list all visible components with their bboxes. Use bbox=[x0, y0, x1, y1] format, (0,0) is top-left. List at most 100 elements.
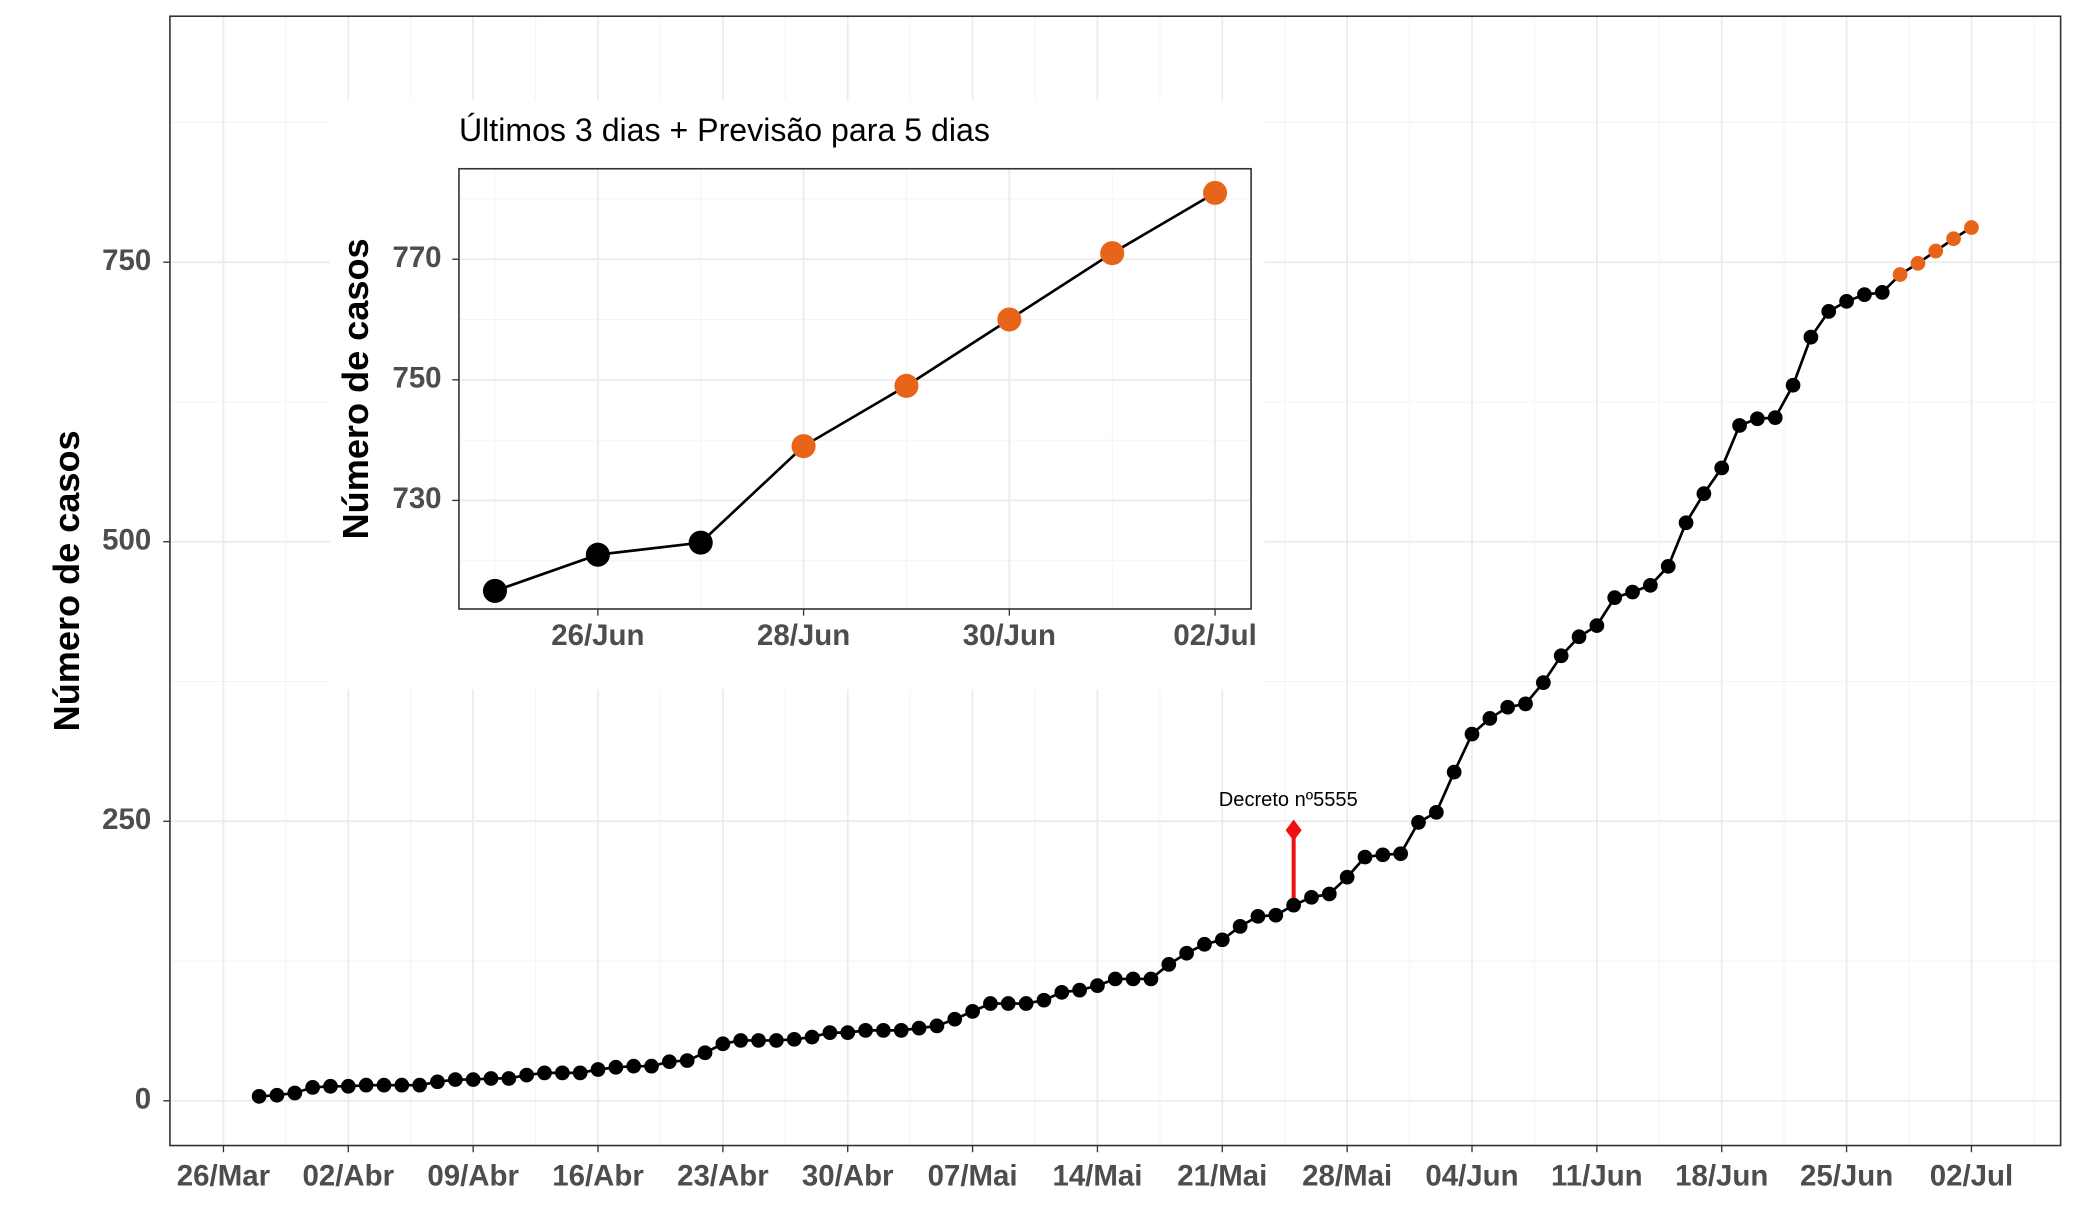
data-point bbox=[929, 1018, 945, 1034]
data-point bbox=[1143, 971, 1159, 987]
x-tick-label: 16/Abr bbox=[552, 1159, 644, 1192]
data-point bbox=[1036, 992, 1052, 1008]
panel-border bbox=[458, 167, 1252, 610]
data-point bbox=[1000, 996, 1016, 1011]
data-point bbox=[1107, 971, 1123, 987]
x-tick-label: 28/Jun bbox=[757, 619, 850, 652]
data-point bbox=[1928, 243, 1944, 259]
data-point bbox=[751, 1033, 766, 1048]
data-point bbox=[1803, 329, 1819, 345]
data-point bbox=[1268, 907, 1284, 923]
data-point bbox=[269, 1087, 285, 1103]
data-point bbox=[323, 1078, 338, 1094]
data-point bbox=[1625, 584, 1640, 600]
data-point bbox=[688, 530, 713, 555]
data-point bbox=[1750, 411, 1765, 427]
data-point bbox=[1286, 897, 1302, 913]
data-point bbox=[1375, 847, 1391, 863]
data-point bbox=[715, 1036, 731, 1052]
data-point bbox=[1571, 629, 1587, 645]
data-point bbox=[1892, 267, 1908, 282]
y-axis-title: Número de casos bbox=[46, 430, 87, 731]
x-tick-label: 04/Jun bbox=[1425, 1159, 1518, 1192]
data-point bbox=[501, 1071, 517, 1086]
data-point bbox=[465, 1072, 481, 1087]
data-point bbox=[585, 542, 610, 567]
data-point bbox=[1696, 486, 1712, 502]
data-point bbox=[911, 1020, 927, 1036]
data-point bbox=[1179, 945, 1194, 961]
data-point bbox=[1874, 285, 1890, 300]
data-point bbox=[626, 1058, 642, 1074]
data-point bbox=[1553, 648, 1569, 664]
data-point bbox=[340, 1078, 356, 1094]
data-point bbox=[483, 1071, 499, 1086]
data-point bbox=[1100, 241, 1125, 266]
y-tick-label: 500 bbox=[102, 524, 151, 557]
data-point bbox=[947, 1011, 963, 1027]
data-point bbox=[1910, 255, 1926, 271]
y-tick-label: 730 bbox=[392, 482, 441, 515]
data-point bbox=[1321, 886, 1337, 902]
data-point bbox=[1428, 804, 1444, 820]
data-point bbox=[1339, 869, 1355, 885]
x-tick-label: 28/Mai bbox=[1302, 1159, 1392, 1192]
data-point bbox=[554, 1065, 570, 1081]
y-tick-label: 0 bbox=[135, 1083, 151, 1116]
data-point bbox=[1161, 957, 1177, 972]
data-point bbox=[1090, 978, 1105, 994]
data-point bbox=[1785, 377, 1801, 393]
data-point bbox=[1482, 711, 1498, 726]
data-point bbox=[769, 1033, 784, 1048]
data-point bbox=[894, 373, 919, 398]
data-point bbox=[1767, 410, 1783, 425]
data-point bbox=[1203, 180, 1228, 205]
x-tick-label: 02/Jul bbox=[1930, 1159, 2013, 1192]
data-point bbox=[1714, 460, 1730, 476]
data-point bbox=[519, 1067, 535, 1083]
x-tick-label: 25/Jun bbox=[1800, 1159, 1893, 1192]
y-axis-title: Número de casos bbox=[335, 238, 376, 539]
data-point bbox=[804, 1029, 820, 1045]
x-tick-label: 23/Abr bbox=[677, 1159, 769, 1192]
data-point bbox=[822, 1025, 838, 1040]
data-point bbox=[572, 1065, 588, 1081]
data-point bbox=[1250, 908, 1266, 924]
data-point bbox=[482, 578, 508, 603]
data-point bbox=[983, 996, 998, 1011]
data-point bbox=[1857, 287, 1872, 302]
data-point bbox=[662, 1054, 677, 1070]
data-point bbox=[840, 1025, 856, 1040]
data-point bbox=[376, 1077, 392, 1093]
x-tick-label: 09/Abr bbox=[427, 1159, 519, 1192]
x-tick-label: 14/Mai bbox=[1052, 1159, 1142, 1192]
data-point bbox=[251, 1088, 267, 1104]
data-point bbox=[1589, 618, 1605, 633]
x-tick-label: 11/Jun bbox=[1551, 1159, 1643, 1192]
data-point bbox=[608, 1059, 624, 1075]
data-point bbox=[1125, 971, 1141, 987]
data-point bbox=[358, 1077, 374, 1093]
data-point bbox=[1500, 699, 1516, 715]
data-point bbox=[644, 1058, 659, 1074]
data-point bbox=[1357, 849, 1373, 865]
x-tick-label: 26/Mar bbox=[177, 1159, 270, 1192]
data-point bbox=[305, 1080, 320, 1095]
y-tick-label: 250 bbox=[102, 803, 151, 836]
x-tick-label: 02/Jul bbox=[1173, 619, 1256, 652]
data-point bbox=[1518, 696, 1533, 712]
data-point bbox=[1464, 726, 1480, 742]
data-point bbox=[733, 1033, 749, 1048]
data-point bbox=[697, 1045, 713, 1061]
data-point bbox=[1197, 936, 1212, 952]
data-point bbox=[1072, 982, 1087, 998]
data-point bbox=[679, 1053, 695, 1068]
data-point bbox=[287, 1085, 303, 1101]
x-tick-label: 21/Mai bbox=[1177, 1159, 1267, 1192]
annotation-text: Decreto nº5555 bbox=[1219, 789, 1358, 811]
data-point bbox=[1964, 220, 1979, 235]
y-tick-label: 770 bbox=[392, 241, 441, 274]
data-point bbox=[1643, 577, 1658, 593]
data-point bbox=[1678, 515, 1694, 531]
